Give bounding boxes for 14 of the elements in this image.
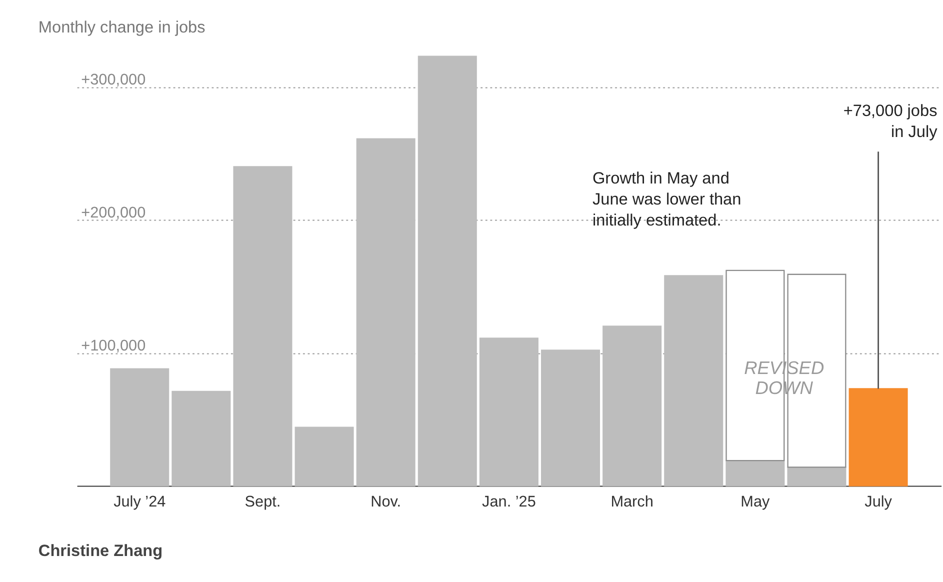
y-tick-label: +200,000 <box>81 204 146 222</box>
y-tick-label: +300,000 <box>81 72 146 89</box>
x-tick-label: March <box>610 493 654 510</box>
text: Christine Zhang <box>38 542 163 560</box>
x-tick-label: Sept. <box>244 493 281 510</box>
x-tick-label: July <box>864 493 892 510</box>
annotation: +73,000 jobs in July <box>843 102 938 142</box>
annotation: Growth in May and June was lower than initially estimated. <box>592 169 742 230</box>
chart-title: Monthly change in jobs <box>38 18 206 37</box>
x-tick-label: Nov. <box>370 493 402 510</box>
x-tick-label: July ’24 <box>114 493 166 510</box>
y-tick-label: +100,000 <box>81 337 146 354</box>
x-tick-label: Jan. ’25 <box>482 493 536 510</box>
x-tick-label: May <box>740 493 770 510</box>
